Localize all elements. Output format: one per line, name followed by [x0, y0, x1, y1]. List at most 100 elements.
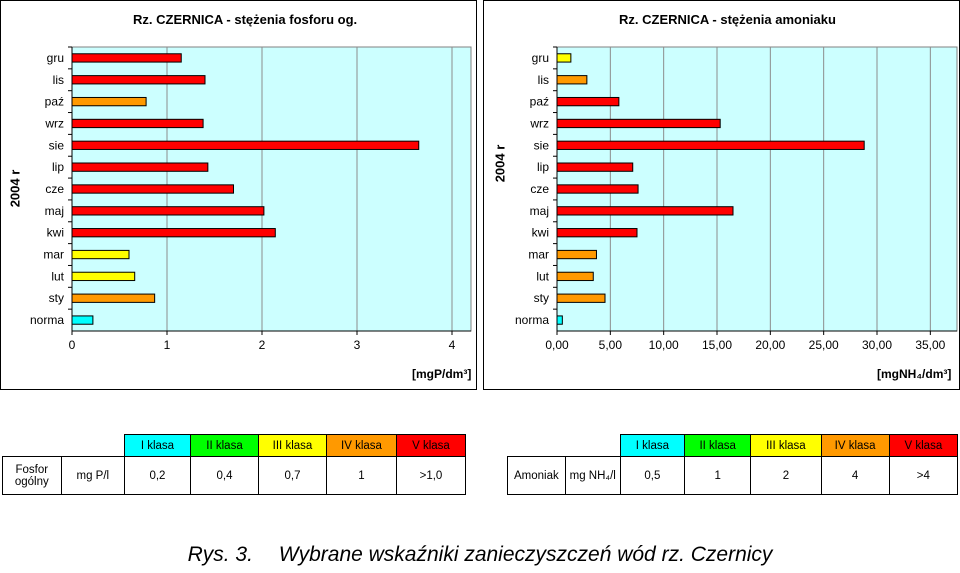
fosfor-value-5: >1,0 — [395, 456, 467, 495]
class-header-3: III klasa — [258, 434, 327, 457]
amoniak-value-4: 4 — [820, 456, 890, 495]
bar-norma — [556, 315, 563, 325]
bar-paź — [71, 96, 147, 107]
fosfor-unit: mg P/l — [60, 456, 125, 495]
table-amoniak: I klasa II klasa III klasa IV klasa V kl… — [507, 434, 959, 495]
caption-number: Rys. 3. — [187, 543, 253, 566]
category-label: gru — [532, 51, 549, 65]
category-label: cze — [45, 182, 64, 196]
x-tick-label: 35,00 — [915, 338, 945, 352]
bar-maj — [556, 206, 734, 216]
category-label: norma — [30, 313, 64, 327]
amoniak-value-2: 1 — [684, 456, 752, 495]
amoniak-value-5: >4 — [888, 456, 959, 495]
category-label: maj — [530, 204, 549, 218]
chart-amoniak-title: Rz. CZERNICA - stężenia amoniaku — [619, 12, 836, 27]
bar-cze — [556, 184, 639, 194]
category-label: cze — [530, 182, 549, 196]
chart-fosfor: Rz. CZERNICA - stężenia fosforu og. 2004… — [0, 0, 477, 390]
class-header-2: II klasa — [684, 434, 752, 457]
bar-kwi — [71, 228, 276, 238]
category-label: wrz — [44, 116, 64, 130]
class-header-5: V klasa — [395, 434, 467, 457]
x-tick-label: 25,00 — [809, 338, 839, 352]
x-tick-label: 30,00 — [862, 338, 892, 352]
x-tick-label: 10,00 — [649, 338, 679, 352]
bar-cze — [71, 184, 234, 194]
class-header-4: IV klasa — [326, 434, 397, 457]
amoniak-value-3: 2 — [750, 456, 822, 495]
empty-cell — [3, 435, 62, 457]
bar-gru — [71, 53, 182, 63]
bar-lis — [71, 75, 206, 85]
category-label: norma — [515, 313, 549, 327]
category-label: sie — [49, 138, 65, 152]
caption-text: Wybrane wskaźniki zanieczyszczeń wód rz.… — [278, 543, 773, 566]
fosfor-value-2: 0,4 — [190, 456, 259, 495]
x-tick-label: 0 — [69, 338, 76, 352]
class-header-5: V klasa — [888, 434, 959, 457]
class-header-4: IV klasa — [820, 434, 890, 457]
amoniak-value-1: 0,5 — [619, 456, 686, 495]
bar-maj — [71, 206, 265, 216]
bar-wrz — [556, 118, 721, 129]
bar-lut — [556, 271, 594, 282]
bar-wrz — [71, 118, 204, 129]
bar-kwi — [556, 228, 638, 238]
fosfor-name: Fosfor ogólny — [2, 456, 62, 495]
category-label: sie — [534, 138, 550, 152]
category-label: gru — [47, 51, 64, 65]
bar-sty — [71, 293, 156, 303]
bar-lip — [556, 162, 634, 172]
category-label: lut — [536, 269, 549, 283]
category-label: sty — [49, 291, 64, 305]
table-fosfor: I klasa II klasa III klasa IV klasa V kl… — [2, 434, 467, 495]
bar-paź — [556, 96, 620, 107]
x-tick-label: 5,00 — [599, 338, 623, 352]
category-label: mar — [528, 248, 549, 262]
x-tick-label: 20,00 — [755, 338, 785, 352]
class-header-3: III klasa — [750, 434, 822, 457]
chart-amoniak-unit: [mgNH₄/dm³] — [877, 367, 952, 381]
category-label: lis — [53, 73, 64, 87]
category-label: paź — [45, 95, 64, 109]
empty-cell — [508, 435, 566, 457]
category-label: kwi — [532, 226, 549, 240]
bar-lis — [556, 75, 588, 85]
class-header-2: II klasa — [190, 434, 259, 457]
bar-norma — [71, 315, 94, 325]
category-label: sty — [534, 291, 549, 305]
category-label: lip — [537, 160, 549, 174]
bar-mar — [71, 249, 130, 260]
category-label: kwi — [47, 226, 64, 240]
amoniak-name: Amoniak — [507, 456, 566, 495]
x-tick-label: 3 — [354, 338, 361, 352]
chart-amoniak-plot: 0,00 5,00 10,00 15,00 20,00 25,00 30,00 35,00 gr… — [515, 46, 958, 352]
empty-cell — [565, 435, 620, 457]
bar-gru — [556, 53, 572, 63]
category-label: lis — [538, 73, 549, 87]
fosfor-value-4: 1 — [326, 456, 397, 495]
figure-caption: Rys. 3. Wybrane wskaźniki zanieczyszczeń… — [0, 543, 960, 567]
x-tick-label: 2 — [259, 338, 266, 352]
category-label: maj — [45, 204, 64, 218]
x-tick-label: 1 — [164, 338, 171, 352]
bar-sie — [556, 140, 865, 150]
bar-lut — [71, 271, 136, 282]
class-header-1: I klasa — [619, 434, 686, 457]
chart-fosfor-plot: 0 1 2 3 4 gru lis paź wrz sie lip cze maj kwi mar lut st… — [30, 46, 472, 352]
empty-cell — [61, 435, 124, 457]
amoniak-unit: mg NH₄/l — [564, 456, 621, 495]
chart-fosfor-title: Rz. CZERNICA - stężenia fosforu og. — [133, 12, 358, 27]
category-label: wrz — [529, 116, 549, 130]
class-header-1: I klasa — [123, 434, 192, 457]
x-tick-label: 15,00 — [702, 338, 732, 352]
chart-amoniak: Rz. CZERNICA - stężenia amoniaku 2004 r … — [483, 0, 960, 390]
category-label: lut — [51, 269, 64, 283]
bar-sie — [71, 140, 420, 150]
category-label: lip — [52, 160, 64, 174]
chart-fosfor-unit: [mgP/dm³] — [412, 367, 472, 381]
x-tick-label: 4 — [449, 338, 456, 352]
x-tick-label: 0,00 — [545, 338, 569, 352]
bar-mar — [556, 249, 597, 260]
